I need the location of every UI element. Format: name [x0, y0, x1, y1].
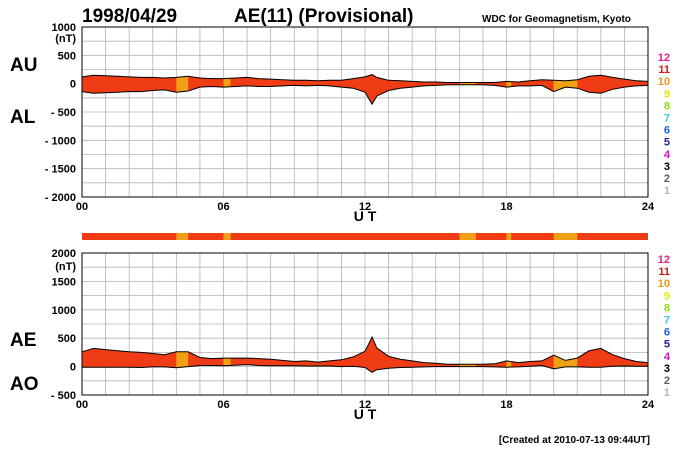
ae-ao-grid [82, 253, 648, 395]
au-al-y-tick-label: - 500 [51, 107, 76, 119]
date-title: 1998/04/29 [82, 6, 177, 27]
legend-item-7: 7 [664, 315, 670, 327]
au-side-label: AU [10, 55, 37, 76]
chart-title: AE(11) (Provisional) [234, 6, 414, 27]
legend-item-3: 3 [664, 161, 670, 173]
au-al-y-tick-labels: 1000 500 0 - 500 - 1000 - 1500 - 2000 [45, 22, 76, 204]
au-al-x-tick-label: 06 [217, 201, 229, 213]
ae-ao-x-tick-label: 18 [500, 399, 512, 411]
au-al-y-tick-label: 0 [70, 79, 76, 91]
legend-item-2: 2 [664, 375, 670, 387]
legend-item-8: 8 [664, 100, 670, 112]
legend-item-3: 3 [664, 363, 670, 375]
au-al-x-axis-label: U T [354, 208, 377, 224]
au-al-y-tick-label: - 1000 [45, 135, 76, 147]
ae-ao-series-ae [81, 335, 649, 365]
station-strip-segment [506, 233, 512, 240]
legend-item-4: 4 [664, 149, 671, 161]
ae-ao-y-tick-label: 0 [70, 362, 76, 374]
station-strip-segment [553, 233, 578, 240]
ae-ao-x-tick-label: 12 [359, 399, 371, 411]
ao-side-label: AO [10, 374, 39, 395]
source-label: WDC for Geomagnetism, Kyoto [482, 14, 631, 25]
ae-ao-series-ao [82, 364, 648, 373]
station-strip-segment [176, 233, 189, 240]
au-al-y-tick-label: 500 [58, 50, 76, 62]
au-al-provisional-segment [176, 74, 189, 105]
au-al-y-unit: (nT) [55, 33, 76, 45]
ae-ao-y-tick-labels: 2000 1500 1000 500 0 - 500 [51, 248, 76, 402]
au-al-x-tick-labels: 00 06 12 18 24 [76, 201, 655, 213]
legend-item-4: 4 [664, 351, 671, 363]
ae-ao-x-tick-label: 06 [217, 399, 229, 411]
au-al-x-tick-label: 00 [76, 201, 88, 213]
legend-item-6: 6 [664, 125, 670, 137]
au-al-x-tick-label: 18 [500, 201, 512, 213]
station-strip-segment [459, 233, 476, 240]
ae-ao-y-unit: (nT) [55, 261, 76, 273]
station-strip [82, 233, 648, 240]
ae-ao-provisional-segment [176, 337, 189, 373]
created-timestamp: [Created at 2010-07-13 09:44UT] [499, 435, 650, 446]
legend-item-11: 11 [658, 266, 670, 278]
al-side-label: AL [10, 107, 36, 128]
au-al-frame [81, 26, 649, 198]
ae-ao-y-tick-label: 2000 [52, 248, 76, 260]
ae-ao-y-tick-label: 1000 [52, 305, 76, 317]
legend-item-6: 6 [664, 327, 670, 339]
ae-ao-y-tick-label: 500 [58, 333, 76, 345]
au-al-series-au [81, 74, 649, 83]
legend-item-12: 12 [658, 52, 670, 64]
legend-item-5: 5 [664, 137, 670, 149]
legend-item-2: 2 [664, 173, 670, 185]
ae-side-label: AE [10, 330, 36, 351]
ae-ao-x-tick-label: 24 [642, 399, 655, 411]
legend-item-1: 1 [664, 185, 670, 197]
au-al-y-tick-label: 1000 [52, 22, 76, 34]
legend-item-7: 7 [664, 113, 670, 125]
legend-item-11: 11 [658, 64, 670, 76]
ae-ao-y-tick-label: - 500 [51, 390, 76, 402]
station-strip-bar [82, 233, 648, 240]
legend-item-5: 5 [664, 339, 670, 351]
au-al-x-tick-label: 24 [642, 201, 655, 213]
legend-item-1: 1 [664, 387, 670, 399]
ae-ao-y-tick-label: 1500 [52, 276, 76, 288]
ae-ao-x-tick-label: 00 [76, 399, 88, 411]
legend-item-12: 12 [658, 254, 670, 266]
au-al-grid [82, 27, 648, 197]
au-al-y-tick-label: - 1500 [45, 164, 76, 176]
legend-item-9: 9 [664, 290, 670, 302]
au-al-series-al [81, 84, 649, 106]
station-strip-segment [223, 233, 231, 240]
ae-ao-x-axis-label: U T [354, 406, 377, 422]
ae-ao-x-tick-labels: 00 06 12 18 24 [76, 399, 655, 411]
legend-item-8: 8 [664, 302, 670, 314]
legend-item-10: 10 [658, 278, 670, 290]
au-al-x-tick-label: 12 [359, 201, 371, 213]
legend-item-10: 10 [658, 76, 670, 88]
au-al-y-tick-label: - 2000 [45, 192, 76, 204]
legend-item-9: 9 [664, 88, 670, 100]
ae-ao-frame [81, 252, 649, 396]
